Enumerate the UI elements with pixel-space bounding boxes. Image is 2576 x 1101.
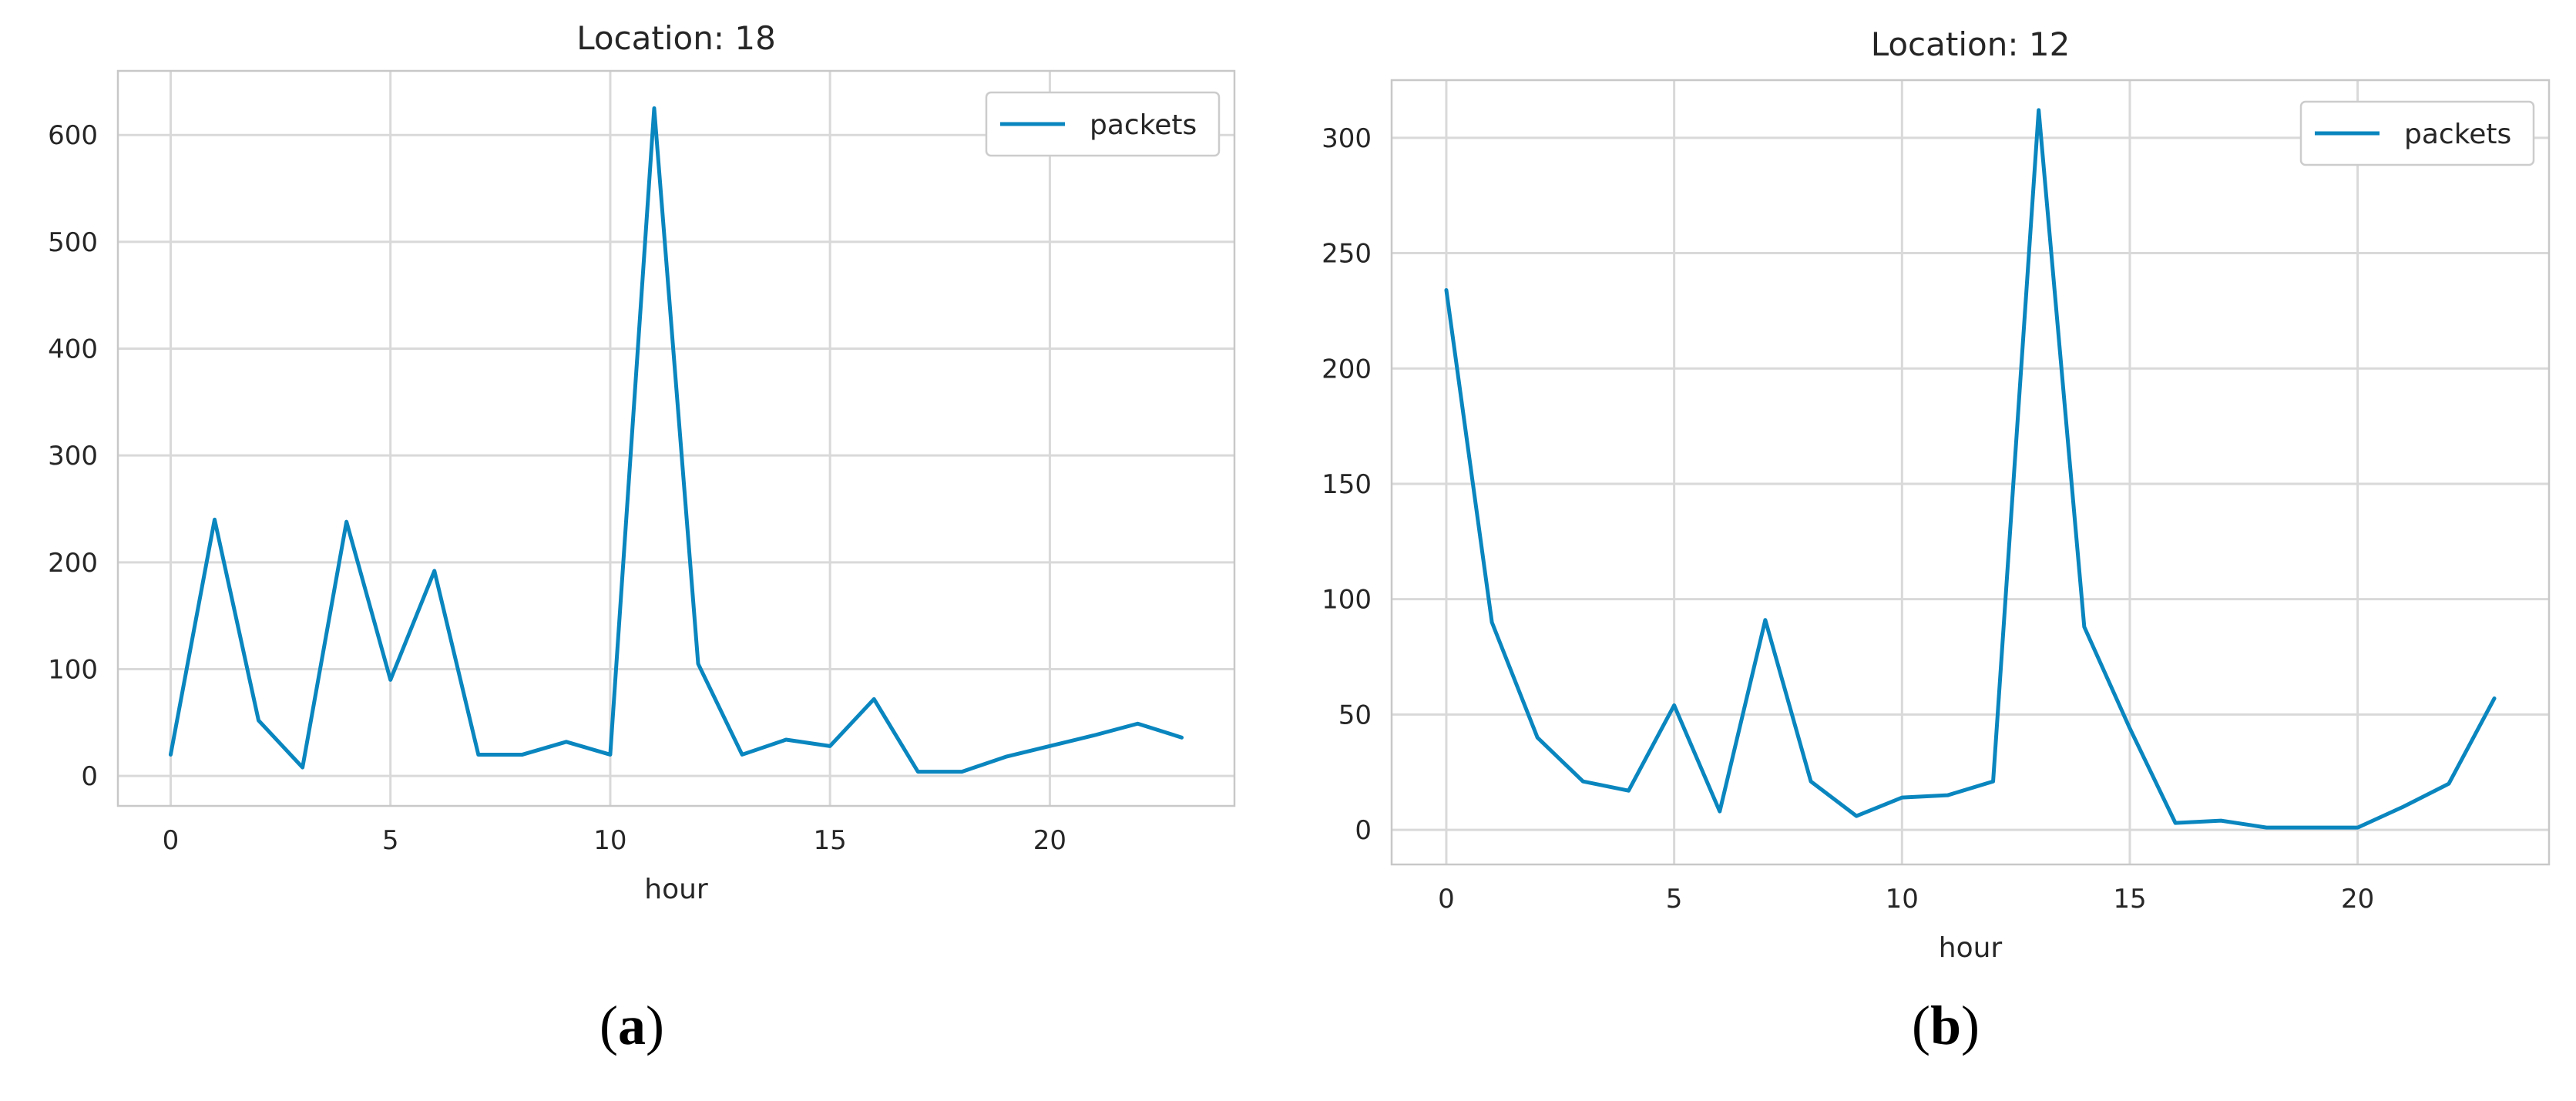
panel-label-part: ) (646, 995, 664, 1056)
x-tick-label: 0 (1438, 884, 1455, 915)
chart-title: Location: 18 (576, 19, 776, 57)
series-line-packets (1444, 108, 2497, 830)
series-line-packets (168, 106, 1184, 774)
legend-box (985, 91, 1221, 157)
y-tick-label: 400 (48, 334, 98, 365)
legend-label: packets (2404, 119, 2511, 150)
x-tick-label: 10 (1886, 884, 1919, 915)
x-tick-label: 20 (1033, 825, 1066, 856)
y-tick-label: 0 (81, 761, 98, 792)
x-tick-label: 5 (382, 825, 399, 856)
panel-label-part: ( (1912, 995, 1930, 1056)
x-tick-label: 5 (1666, 884, 1683, 915)
chart-title: Location: 12 (1871, 25, 2071, 63)
plot-frame (116, 69, 1236, 807)
x-tick-label: 0 (163, 825, 180, 856)
x-axis-label: hour (644, 874, 708, 905)
x-tick-label: 10 (593, 825, 626, 856)
y-tick-label: 200 (1322, 354, 1372, 384)
panel-label: (a) (599, 995, 664, 1056)
legend: packets (2299, 100, 2535, 166)
legend-label: packets (1090, 109, 1197, 141)
y-tick-label: 250 (1322, 239, 1372, 270)
legend-box (2299, 100, 2535, 166)
panel-label-part: ) (1961, 995, 1980, 1056)
x-tick-label: 15 (814, 825, 847, 856)
plot-frame (1390, 79, 2551, 866)
legend: packets (985, 91, 1221, 157)
panel-label-part: ( (599, 995, 618, 1056)
panel-label-part: b (1930, 995, 1961, 1056)
y-tick-label: 100 (48, 655, 98, 686)
y-tick-label: 200 (48, 548, 98, 579)
y-tick-label: 100 (1322, 585, 1372, 616)
y-tick-label: 50 (1338, 700, 1372, 730)
x-axis-label: hour (1939, 932, 2003, 964)
y-tick-label: 300 (1322, 123, 1372, 154)
panel-label: (b) (1912, 995, 1980, 1056)
y-tick-label: 500 (48, 227, 98, 258)
x-tick-label: 15 (2113, 884, 2146, 915)
y-tick-label: 0 (1355, 815, 1372, 846)
x-tick-label: 20 (2341, 884, 2374, 915)
panel-label-part: a (618, 995, 646, 1056)
y-tick-label: 150 (1322, 469, 1372, 500)
y-tick-label: 300 (48, 441, 98, 472)
y-tick-label: 600 (48, 120, 98, 151)
